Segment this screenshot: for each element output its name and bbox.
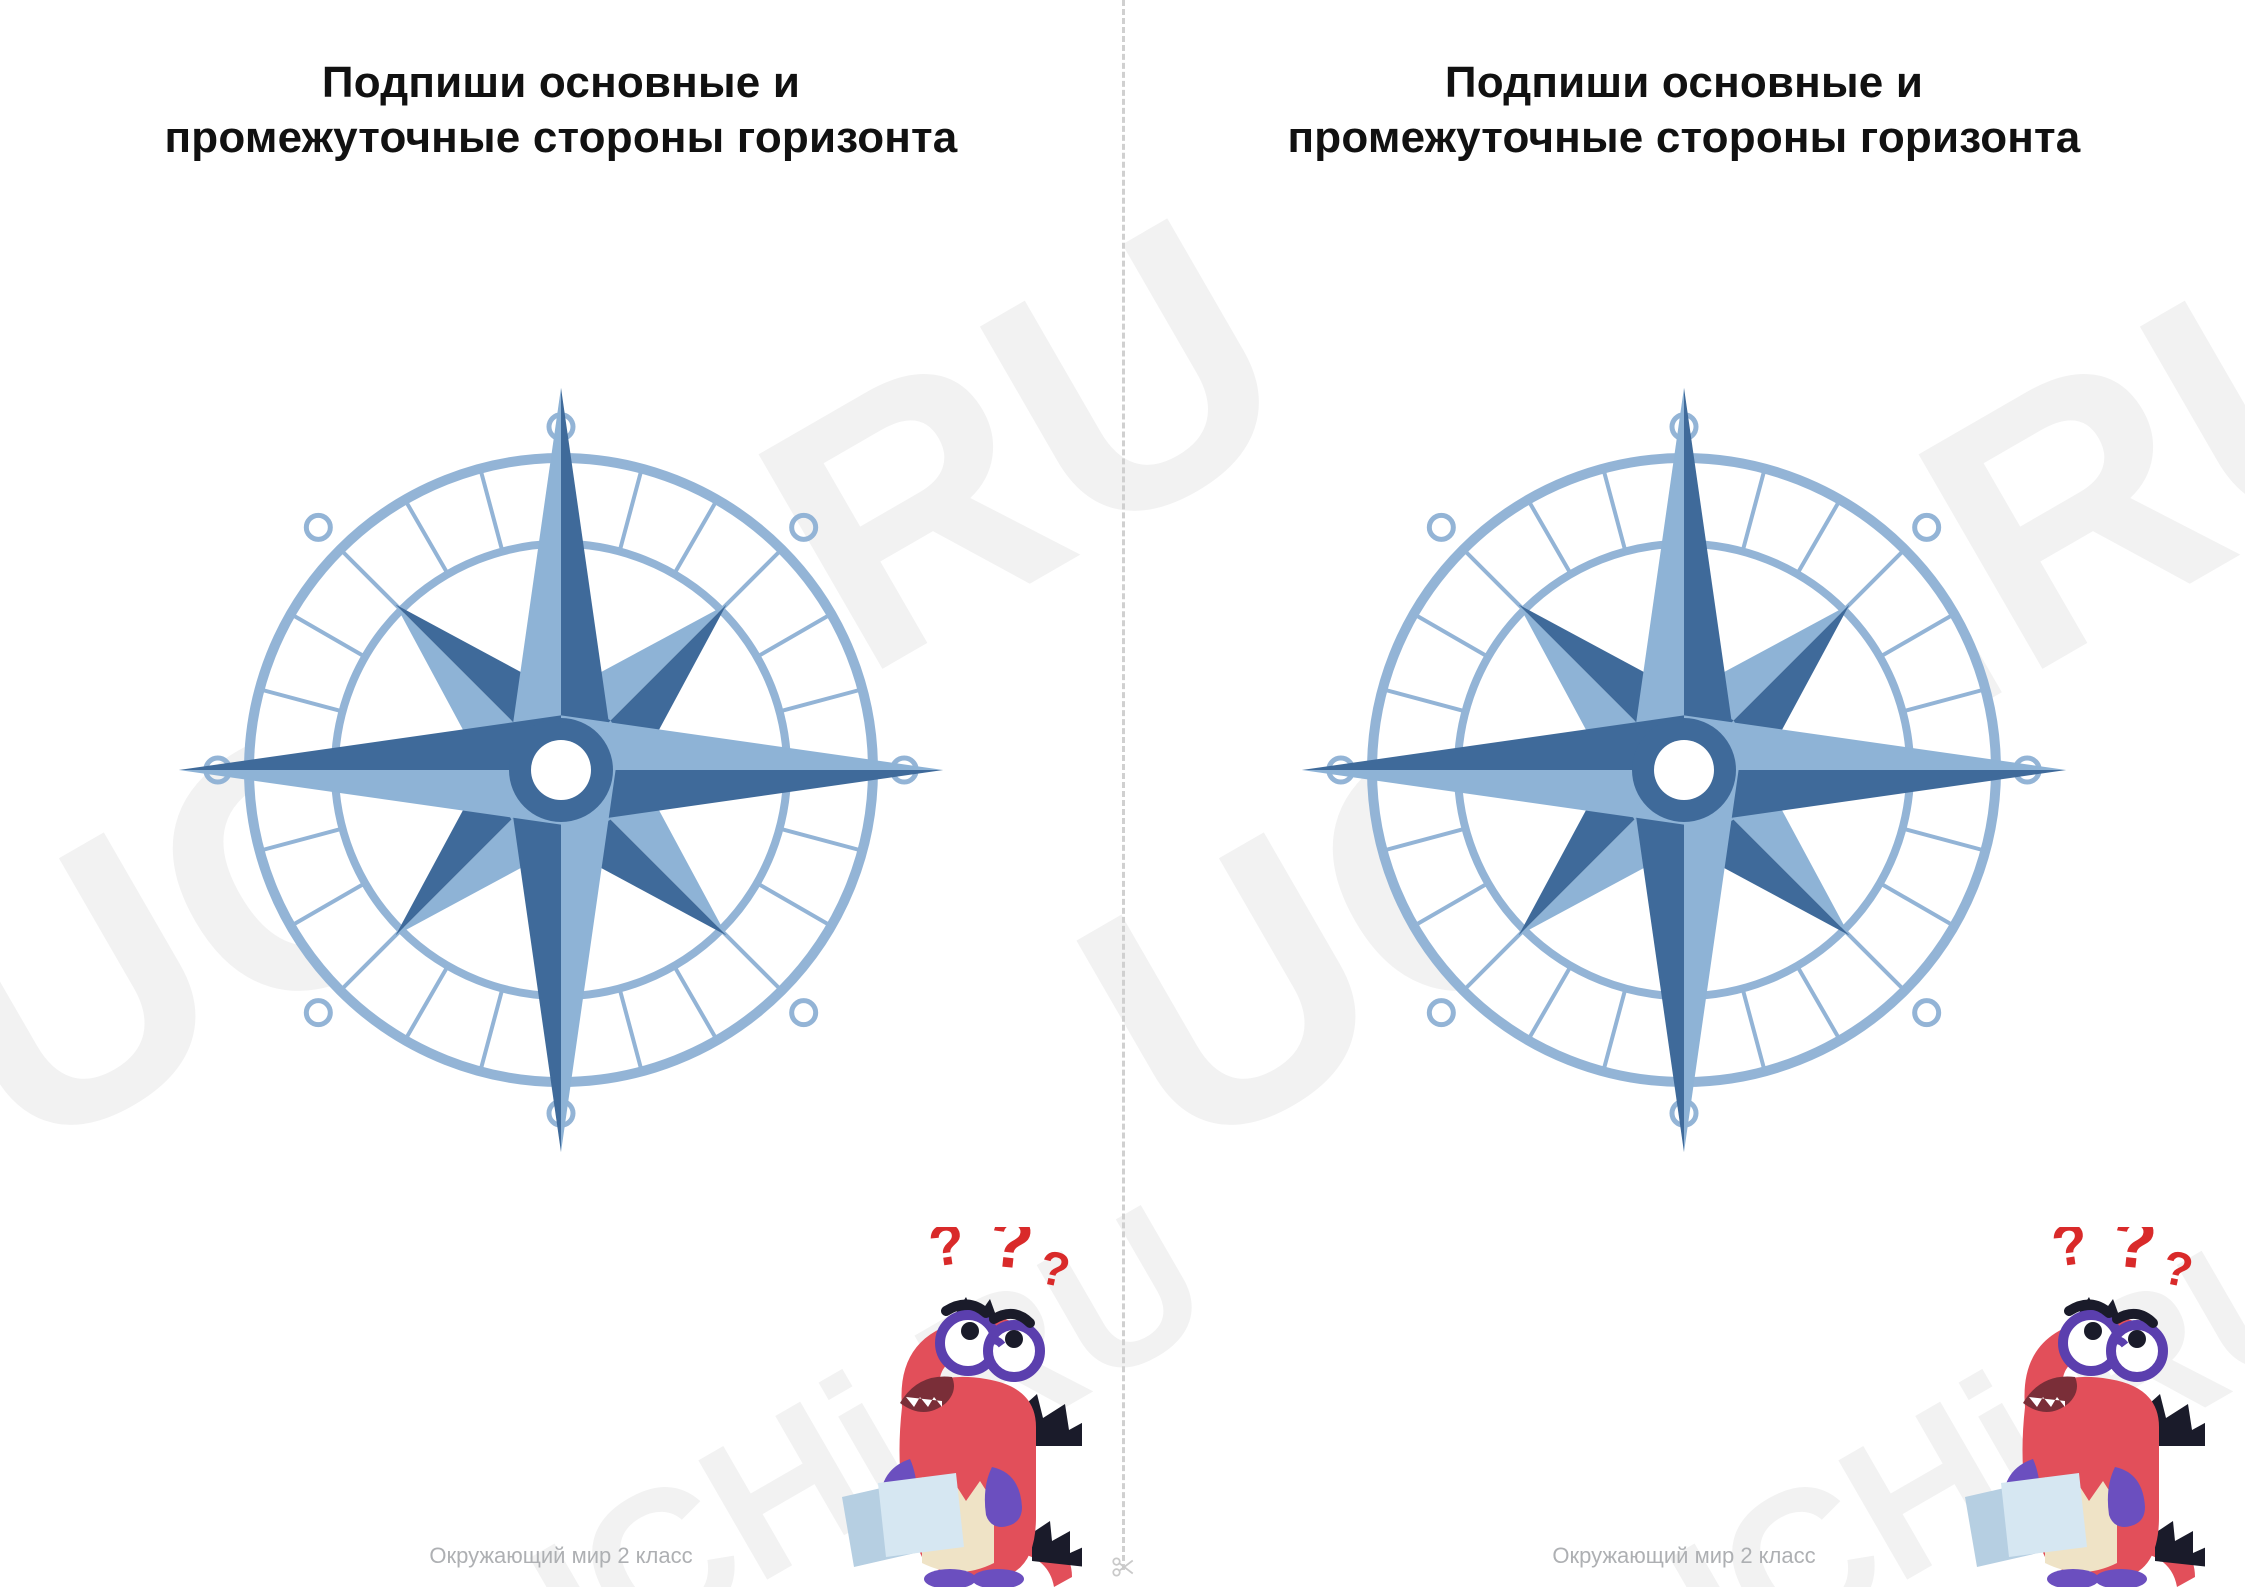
panel-right: Подпиши основные и промежуточные стороны… <box>1123 0 2245 1587</box>
compass-rose <box>1294 380 2074 1160</box>
title-line-2: промежуточные стороны горизонта <box>0 110 1122 165</box>
svg-text:?: ? <box>1035 1241 1075 1299</box>
svg-text:?: ? <box>2048 1227 2092 1280</box>
worksheet-title: Подпиши основные и промежуточные стороны… <box>1123 55 2245 165</box>
compass-rose <box>171 380 951 1160</box>
mascot-dino: ??? <box>1905 1227 2205 1587</box>
title-line-1: Подпиши основные и <box>0 55 1122 110</box>
footer-caption: Окружающий мир 2 класс <box>1123 1543 2245 1569</box>
svg-text:?: ? <box>985 1227 1037 1286</box>
footer-caption: Окружающий мир 2 класс <box>0 1543 1122 1569</box>
panel-left: Подпиши основные и промежуточные стороны… <box>0 0 1122 1587</box>
title-line-2: промежуточные стороны горизонта <box>1123 110 2245 165</box>
mascot-dino: ??? <box>782 1227 1082 1587</box>
svg-text:?: ? <box>2158 1241 2198 1299</box>
title-line-1: Подпиши основные и <box>1123 55 2245 110</box>
worksheet-title: Подпиши основные и промежуточные стороны… <box>0 55 1122 165</box>
svg-text:?: ? <box>925 1227 969 1280</box>
svg-text:?: ? <box>2108 1227 2160 1286</box>
